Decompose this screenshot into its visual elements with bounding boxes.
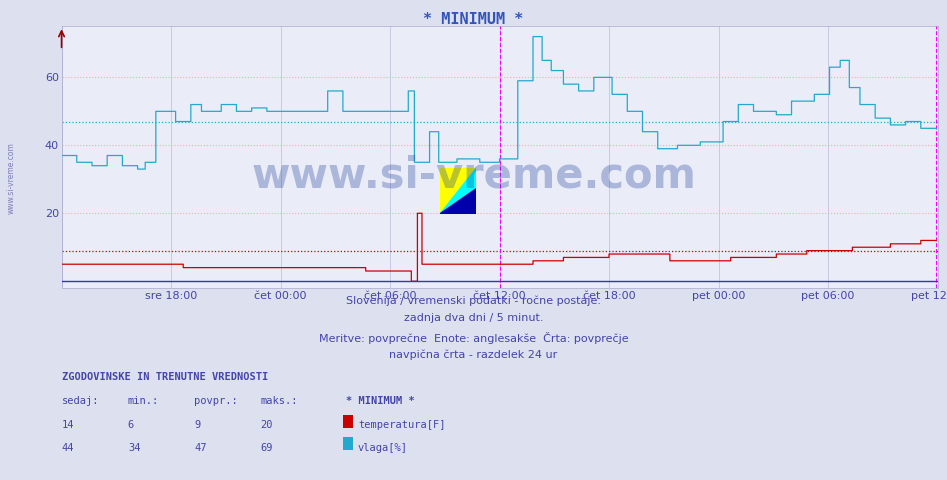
Text: 9: 9 (194, 420, 201, 430)
Text: povpr.:: povpr.: (194, 396, 238, 406)
Text: www.si-vreme.com: www.si-vreme.com (7, 142, 16, 214)
Polygon shape (440, 168, 476, 214)
Text: 47: 47 (194, 443, 206, 453)
Text: 44: 44 (62, 443, 74, 453)
Text: ZGODOVINSKE IN TRENUTNE VREDNOSTI: ZGODOVINSKE IN TRENUTNE VREDNOSTI (62, 372, 268, 382)
Text: www.si-vreme.com: www.si-vreme.com (251, 154, 696, 196)
Text: navpična črta - razdelek 24 ur: navpična črta - razdelek 24 ur (389, 350, 558, 360)
Polygon shape (440, 168, 476, 214)
Text: 14: 14 (62, 420, 74, 430)
Text: maks.:: maks.: (260, 396, 298, 406)
Text: zadnja dva dni / 5 minut.: zadnja dva dni / 5 minut. (403, 313, 544, 324)
Text: 20: 20 (260, 420, 273, 430)
Text: vlaga[%]: vlaga[%] (358, 443, 408, 453)
Text: Slovenija / vremenski podatki - ročne postaje.: Slovenija / vremenski podatki - ročne po… (346, 295, 601, 306)
Text: 34: 34 (128, 443, 140, 453)
Polygon shape (440, 189, 476, 214)
Text: sedaj:: sedaj: (62, 396, 99, 406)
Text: 69: 69 (260, 443, 273, 453)
Text: * MINIMUM *: * MINIMUM * (346, 396, 415, 406)
Text: * MINIMUM *: * MINIMUM * (423, 12, 524, 27)
Text: Meritve: povprečne  Enote: anglesakše  Črta: povprečje: Meritve: povprečne Enote: anglesakše Črt… (319, 332, 628, 344)
Text: 6: 6 (128, 420, 134, 430)
Text: min.:: min.: (128, 396, 159, 406)
Text: temperatura[F]: temperatura[F] (358, 420, 445, 430)
